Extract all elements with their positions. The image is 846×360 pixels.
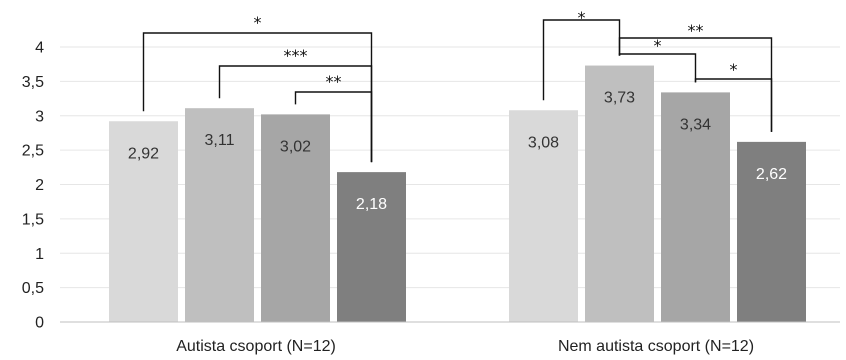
data-label: 2,62 <box>756 166 787 183</box>
significance-marker: * <box>654 36 662 55</box>
bar <box>109 121 178 322</box>
bars <box>109 65 806 322</box>
y-tick-label: 2,5 <box>22 143 44 160</box>
significance-bracket <box>618 53 697 83</box>
x-axis: Autista csoport (N=12) Nem autista csopo… <box>176 338 754 355</box>
data-labels: 2,92 3,08 3,11 3,73 3,02 3,34 2,18 2,62 <box>128 90 787 214</box>
significance-marker: * <box>578 8 586 27</box>
y-tick-label: 0,5 <box>22 280 44 297</box>
y-tick-label: 0 <box>35 315 44 332</box>
y-axis: 0 0,5 1 1,5 2 2,5 3 3,5 4 <box>22 40 44 332</box>
category-label: Autista csoport (N=12) <box>176 338 336 355</box>
data-label: 3,11 <box>205 132 235 149</box>
y-tick-label: 3,5 <box>22 74 44 91</box>
bar <box>509 110 578 322</box>
significance-marker: * <box>730 60 738 79</box>
y-tick-label: 4 <box>35 40 44 57</box>
significance-brackets: *********** <box>142 8 773 163</box>
bar <box>261 114 330 322</box>
category-label: Nem autista csoport (N=12) <box>558 338 754 355</box>
data-label: 3,34 <box>680 116 711 133</box>
bar <box>661 92 730 322</box>
data-label: 3,73 <box>604 90 635 107</box>
bar <box>737 141 806 322</box>
significance-marker: * <box>254 13 262 32</box>
data-label: 2,18 <box>356 196 387 213</box>
significance-marker: ** <box>688 21 704 40</box>
y-tick-label: 3 <box>35 108 44 125</box>
data-label: 3,02 <box>280 138 311 155</box>
y-tick-label: 2 <box>35 177 44 194</box>
y-tick-label: 1,5 <box>22 211 44 228</box>
data-label: 2,92 <box>128 145 159 162</box>
data-label: 3,08 <box>528 134 559 151</box>
bar <box>337 172 406 322</box>
significance-bracket <box>694 78 773 132</box>
y-tick-label: 1 <box>35 246 44 263</box>
significance-marker: *** <box>284 46 308 65</box>
bar <box>185 108 254 322</box>
significance-marker: ** <box>326 72 342 91</box>
bar <box>585 65 654 322</box>
significance-bracket <box>294 91 373 163</box>
